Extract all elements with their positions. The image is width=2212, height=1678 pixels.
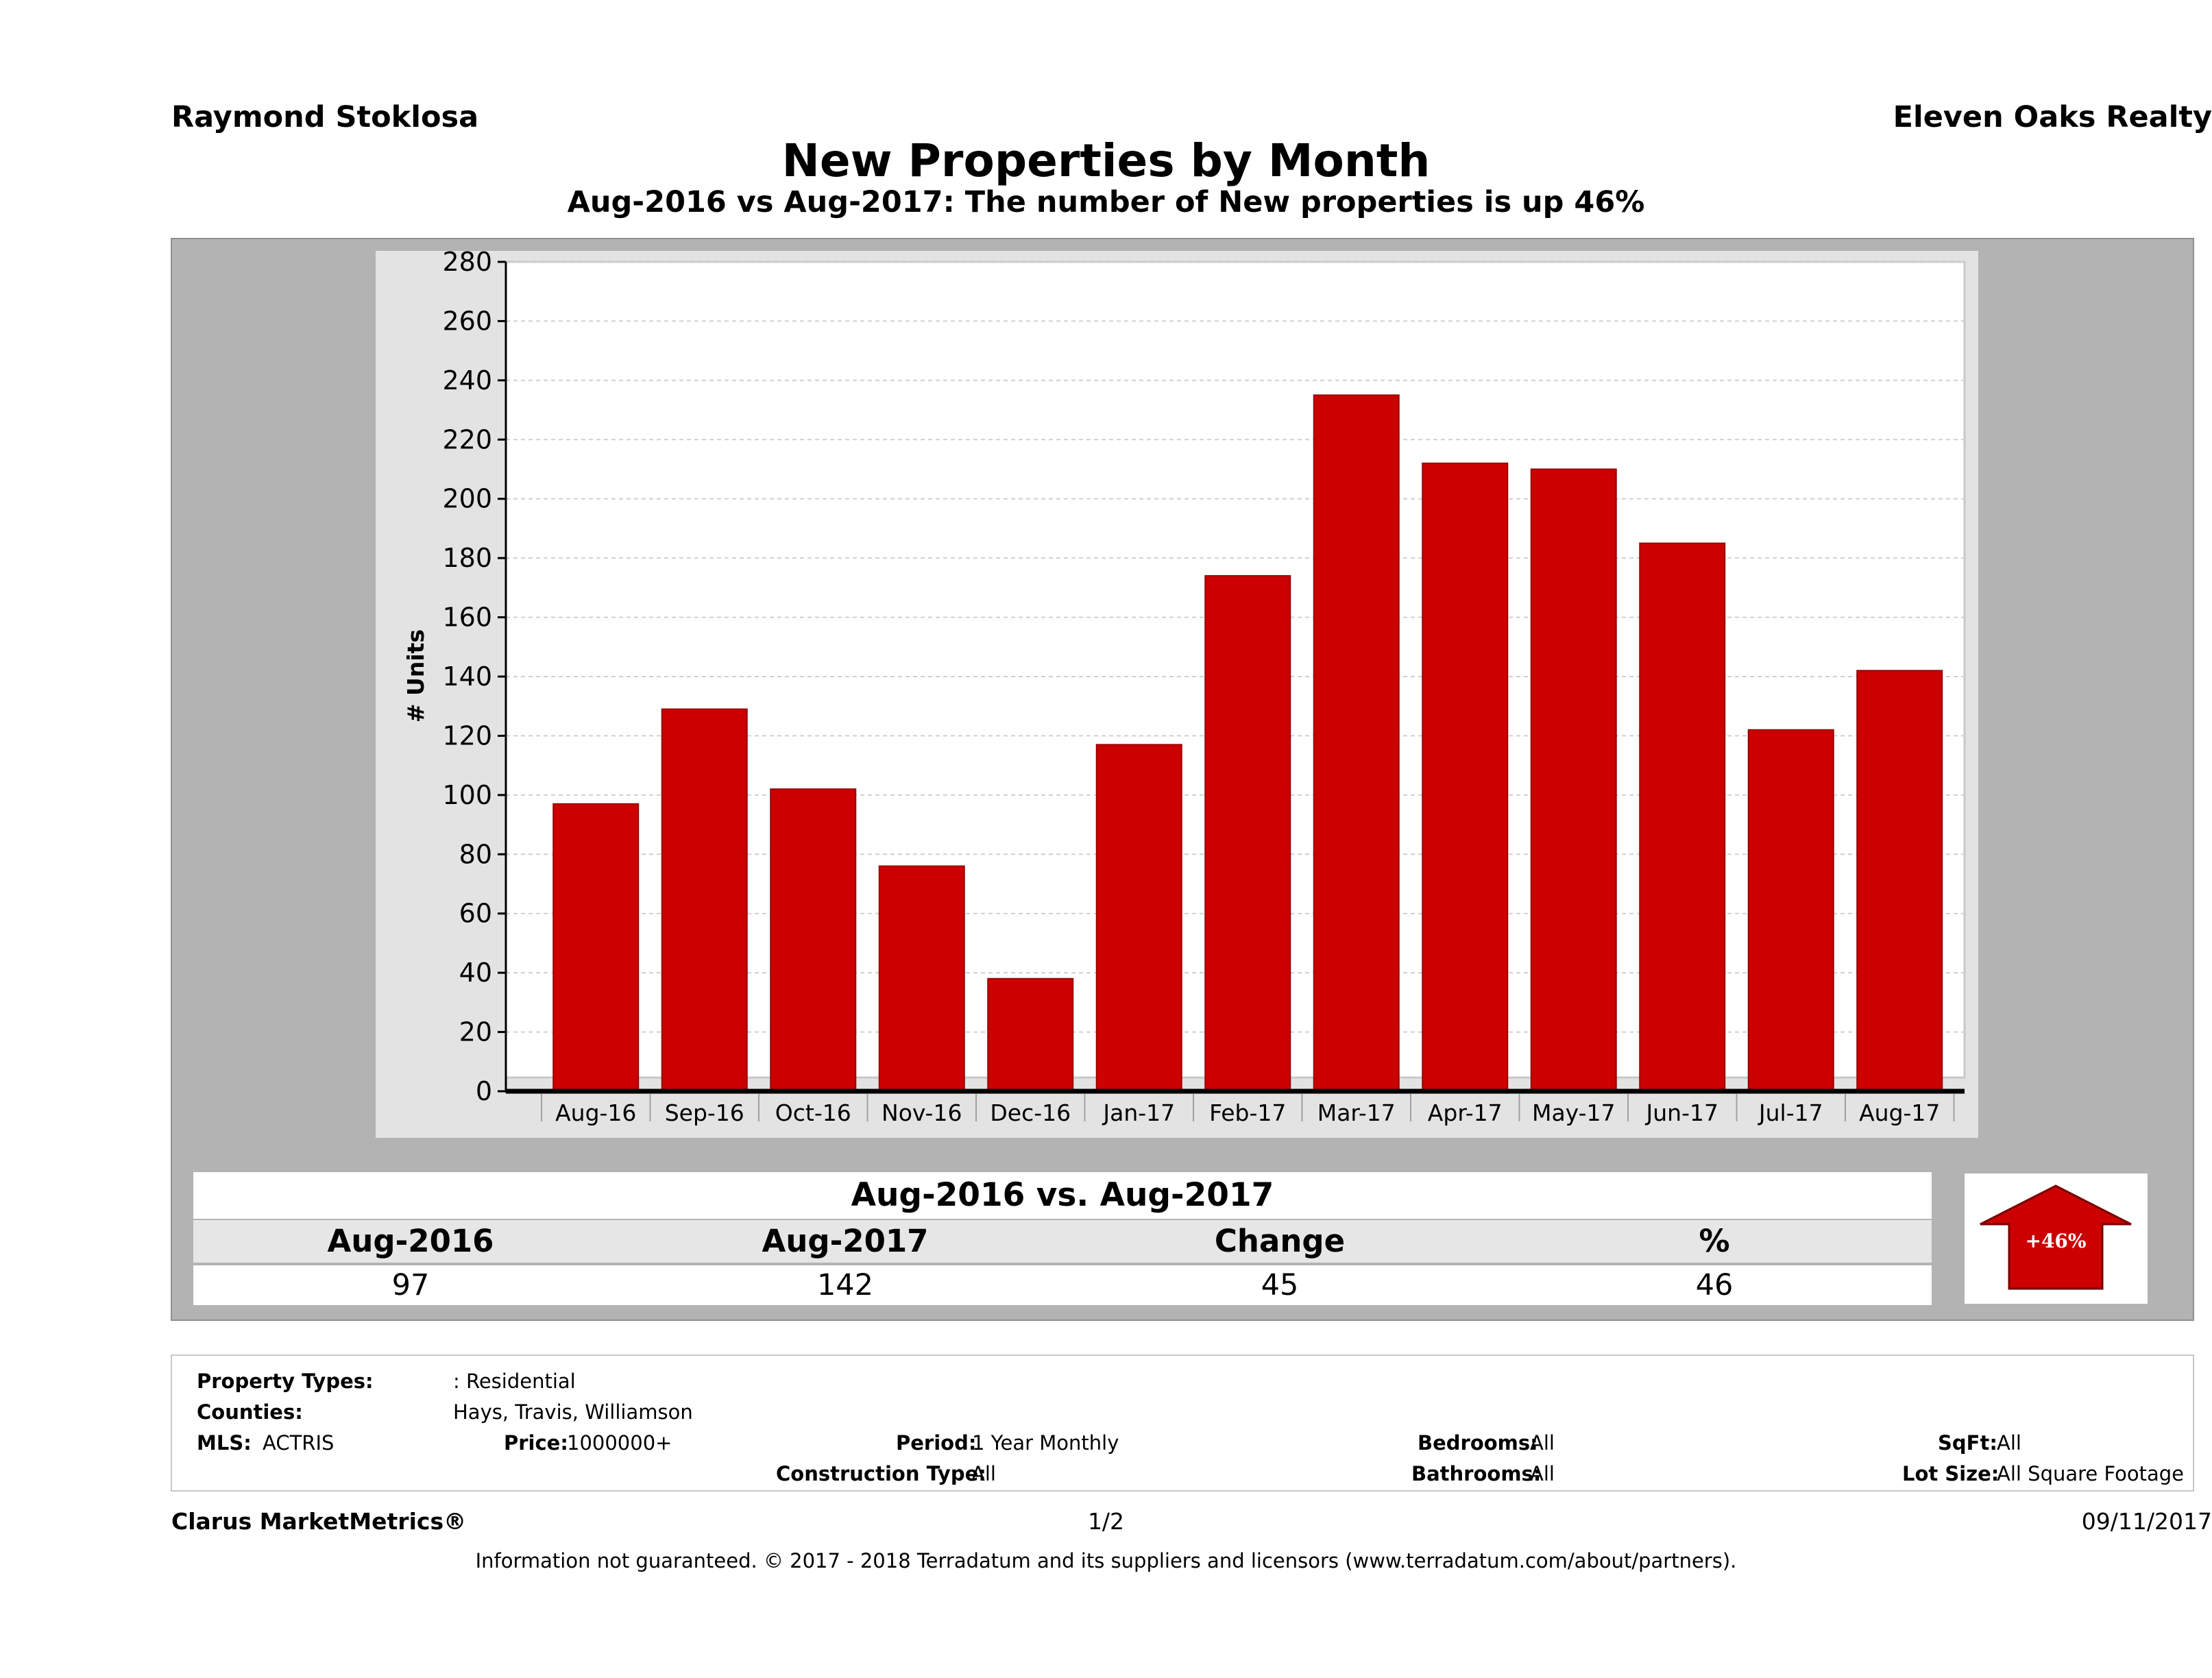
y-tick-label: 280 <box>442 251 492 277</box>
mls-label: MLS: <box>197 1431 252 1455</box>
summary-header-aug2017: Aug-2017 <box>762 1223 929 1259</box>
price-label: Price: <box>504 1431 568 1455</box>
bedrooms-label: Bedrooms: <box>1418 1431 1538 1455</box>
x-tick-label: Oct-16 <box>775 1099 851 1126</box>
bar-Feb-17 <box>1204 575 1291 1093</box>
company-name: Eleven Oaks Realty <box>1893 100 2212 134</box>
chart-title: New Properties by Month <box>781 134 1431 187</box>
page-number: 1/2 <box>1087 1508 1125 1535</box>
change-badge-label: +46% <box>2025 1230 2086 1252</box>
y-tick-label: 180 <box>442 543 492 573</box>
summary-values-row: 97 142 45 46 <box>193 1265 1932 1305</box>
counties-value: Hays, Travis, Williamson <box>453 1400 693 1424</box>
summary-value-percent: 46 <box>1695 1268 1734 1302</box>
counties-label: Counties: <box>197 1400 303 1424</box>
chart-subtitle: Aug-2016 vs Aug-2017: The number of New … <box>567 185 1645 219</box>
summary-value-change: 45 <box>1261 1268 1299 1302</box>
period-value: 1 Year Monthly <box>972 1431 1119 1455</box>
price-value: 1000000+ <box>567 1431 672 1455</box>
sqft-label: SqFt: <box>1938 1431 1997 1455</box>
y-tick-label: 0 <box>476 1076 492 1106</box>
bar-Aug-17 <box>1856 670 1943 1092</box>
x-tick-label: Aug-16 <box>555 1099 636 1126</box>
x-tick-label: Aug-17 <box>1859 1099 1940 1126</box>
x-tick-label: Sep-16 <box>665 1099 744 1126</box>
x-tick-label: Jul-17 <box>1758 1099 1823 1126</box>
bathrooms-value: All <box>1530 1462 1555 1485</box>
bar-Jun-17 <box>1639 542 1726 1092</box>
property-types-label: Property Types: <box>197 1370 374 1393</box>
y-tick-label: 100 <box>442 780 492 810</box>
y-tick-label: 240 <box>442 365 492 396</box>
change-badge: +46% <box>1965 1174 2148 1304</box>
bar-Aug-16 <box>552 803 640 1092</box>
x-tick-label: Mar-17 <box>1317 1099 1396 1126</box>
agent-name: Raymond Stoklosa <box>171 100 479 134</box>
lot-size-value: All Square Footage <box>1997 1462 2185 1485</box>
bar-chart: 020406080100120140160180200220240260280 … <box>402 251 1966 1126</box>
up-arrow-icon: +46% <box>1980 1184 2132 1290</box>
disclaimer: Information not guaranteed. © 2017 - 201… <box>475 1549 1737 1572</box>
construction-type-label: Construction Type: <box>776 1462 986 1485</box>
y-tick-label: 120 <box>442 720 492 751</box>
bar-Apr-17 <box>1422 462 1509 1093</box>
lot-size-label: Lot Size: <box>1902 1462 2000 1485</box>
bar-Jul-17 <box>1747 729 1834 1092</box>
mls-value: ACTRIS <box>263 1431 335 1455</box>
summary-header-percent: % <box>1699 1223 1730 1259</box>
bedrooms-value: All <box>1530 1431 1555 1455</box>
summary-header-change: Change <box>1214 1223 1346 1259</box>
y-tick-labels: 0 20 40 60 80 100 120 140 160 180 200 220 240 260 280 <box>442 251 506 1106</box>
x-tick-label: Feb-17 <box>1209 1099 1286 1126</box>
x-tick-label: Jun-17 <box>1645 1099 1718 1126</box>
x-tick-labels: Aug-16 Sep-16 Oct-16 Nov-16 Dec-16 Jan-17 Feb-… <box>541 1094 1955 1126</box>
bar-Sep-16 <box>661 708 748 1092</box>
summary-value-aug2016: 97 <box>391 1268 430 1302</box>
bar-Nov-16 <box>878 865 965 1092</box>
sqft-value: All <box>1997 1431 2021 1455</box>
y-tick-label: 260 <box>442 306 492 336</box>
construction-type-value: All <box>971 1462 996 1485</box>
y-tick-label: 80 <box>459 839 492 869</box>
y-tick-label: 40 <box>459 958 492 988</box>
x-tick-label: May-17 <box>1532 1099 1616 1126</box>
property-types-value: : Residential <box>453 1370 576 1393</box>
x-tick-label: Apr-17 <box>1428 1099 1503 1126</box>
y-tick-label: 20 <box>459 1017 492 1047</box>
y-tick-label: 140 <box>442 661 492 692</box>
search-criteria-box: Property Types: : Residential Counties: … <box>171 1354 2194 1492</box>
bar-Dec-16 <box>987 977 1074 1093</box>
x-tick-label: Nov-16 <box>882 1099 962 1126</box>
summary-value-aug2017: 142 <box>816 1268 874 1302</box>
period-label: Period: <box>896 1431 977 1455</box>
bar-Oct-16 <box>770 788 857 1092</box>
x-tick-label: Dec-16 <box>990 1099 1071 1126</box>
y-tick-label: 200 <box>442 484 492 514</box>
bathrooms-label: Bathrooms: <box>1411 1462 1542 1485</box>
bars <box>552 394 1943 1093</box>
y-tick-label: 60 <box>459 899 492 929</box>
brand-name: Clarus MarketMetrics® <box>171 1508 467 1535</box>
bar-Mar-17 <box>1313 394 1400 1092</box>
summary-caption-text: Aug-2016 vs. Aug-2017 <box>193 1172 1932 1219</box>
summary-header-row: Aug-2016 Aug-2017 Change % <box>193 1220 1932 1263</box>
y-tick-label: 160 <box>442 603 492 633</box>
y-axis-label: # Units <box>402 629 429 722</box>
x-tick-label: Jan-17 <box>1102 1099 1175 1126</box>
summary-header-aug2016: Aug-2016 <box>327 1223 494 1259</box>
bar-Jan-17 <box>1095 744 1182 1093</box>
report-date: 09/11/2017 <box>2081 1508 2212 1535</box>
bar-May-17 <box>1530 468 1617 1092</box>
y-tick-label: 220 <box>442 424 492 454</box>
